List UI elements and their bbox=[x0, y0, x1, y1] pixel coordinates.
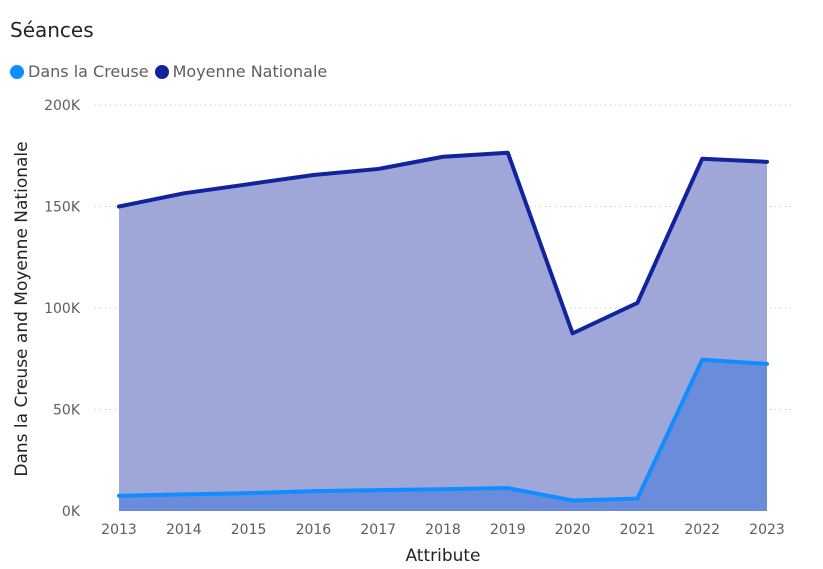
x-tick-label: 2021 bbox=[620, 522, 656, 538]
line-creuse[interactable] bbox=[117, 357, 769, 503]
x-tick-label: 2017 bbox=[360, 522, 396, 538]
legend-label-nationale: Moyenne Nationale bbox=[172, 62, 328, 81]
x-tick-label: 2020 bbox=[555, 522, 591, 538]
legend-marker-nationale bbox=[154, 64, 169, 79]
y-axis-title: Dans la Creuse and Moyenne Nationale bbox=[12, 141, 32, 476]
y-tick-label: 50K bbox=[53, 403, 81, 419]
x-tick-label: 2019 bbox=[490, 522, 526, 538]
x-tick-label: 2013 bbox=[101, 522, 137, 538]
y-tick-label: 150K bbox=[44, 200, 81, 216]
legend-label-creuse: Dans la Creuse bbox=[28, 62, 149, 81]
legend-item-creuse[interactable]: Dans la Creuse bbox=[10, 62, 149, 81]
x-tick-label: 2014 bbox=[166, 522, 202, 538]
legend-marker-creuse bbox=[10, 64, 24, 79]
x-tick-label: 2022 bbox=[684, 522, 720, 538]
chart-title: Séances bbox=[10, 18, 94, 42]
legend: Dans la Creuse Moyenne Nationale bbox=[10, 62, 333, 81]
x-axis-title: Attribute bbox=[405, 546, 480, 566]
y-tick-label: 100K bbox=[44, 301, 81, 317]
legend-item-nationale[interactable]: Moyenne Nationale bbox=[154, 62, 328, 81]
line-nationale[interactable] bbox=[117, 150, 769, 336]
x-tick-label: 2023 bbox=[749, 522, 785, 538]
x-tick-label: 2015 bbox=[231, 522, 267, 538]
area-nationale bbox=[119, 152, 767, 511]
y-tick-label: 200K bbox=[44, 98, 81, 114]
x-tick-label: 2016 bbox=[296, 522, 332, 538]
y-tick-label: 0K bbox=[62, 504, 81, 520]
x-tick-label: 2018 bbox=[425, 522, 461, 538]
